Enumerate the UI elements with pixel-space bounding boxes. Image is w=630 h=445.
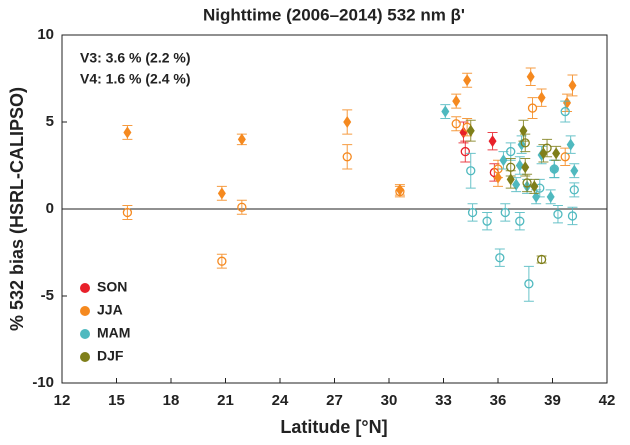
diamond-marker bbox=[550, 162, 559, 175]
diamond-marker bbox=[552, 147, 561, 160]
diamond-marker bbox=[526, 70, 535, 83]
legend-label: JJA bbox=[97, 302, 123, 318]
x-tick-label: 27 bbox=[326, 392, 343, 409]
error-bar bbox=[482, 211, 493, 231]
x-tick-label: 33 bbox=[435, 392, 452, 409]
y-axis-label: % 532 bias (HSRL-CALIPSO) bbox=[7, 87, 27, 331]
diamond-marker bbox=[566, 138, 575, 151]
x-tick-label: 15 bbox=[108, 392, 125, 409]
open-marker bbox=[237, 202, 247, 212]
open-marker bbox=[460, 146, 470, 157]
y-tick-label: 10 bbox=[37, 26, 54, 43]
diamond-marker bbox=[237, 133, 246, 146]
diamond-marker bbox=[395, 183, 404, 196]
y-tick-label: -5 bbox=[41, 287, 54, 304]
open-marker bbox=[524, 279, 534, 289]
diamond-marker bbox=[441, 105, 450, 118]
open-marker bbox=[553, 209, 563, 219]
diamond-marker bbox=[546, 190, 555, 203]
legend-swatch bbox=[80, 283, 90, 293]
open-marker bbox=[560, 106, 570, 117]
error-bar bbox=[514, 211, 525, 231]
open-marker bbox=[522, 178, 532, 188]
open-marker bbox=[122, 207, 133, 218]
annotation: V3: 3.6 % (2.2 %) bbox=[80, 50, 191, 66]
open-marker bbox=[482, 216, 492, 226]
legend-label: MAM bbox=[97, 325, 130, 341]
open-marker bbox=[520, 138, 530, 148]
diamond-marker bbox=[570, 164, 579, 177]
open-marker bbox=[567, 211, 578, 221]
error-bar bbox=[527, 97, 538, 120]
diamond-marker bbox=[123, 126, 132, 139]
x-tick-label: 42 bbox=[599, 392, 616, 409]
legend-label: SON bbox=[97, 279, 127, 295]
x-tick-label: 36 bbox=[490, 392, 507, 409]
error-bar bbox=[465, 152, 476, 189]
error-bar bbox=[552, 205, 563, 224]
diamond-marker bbox=[506, 173, 515, 186]
x-tick-label: 12 bbox=[54, 392, 71, 409]
open-marker bbox=[342, 152, 352, 162]
diamond-marker bbox=[217, 187, 226, 200]
diamond-marker bbox=[537, 91, 546, 104]
diamond-marker bbox=[539, 147, 548, 160]
open-marker bbox=[506, 162, 516, 172]
diamond-marker bbox=[488, 135, 497, 148]
open-marker bbox=[466, 166, 476, 176]
x-tick-label: 39 bbox=[544, 392, 561, 409]
diamond-marker bbox=[519, 124, 528, 137]
annotation: V4: 1.6 % (2.4 %) bbox=[80, 71, 191, 87]
open-marker bbox=[467, 207, 478, 218]
error-bar bbox=[500, 203, 511, 222]
error-bar bbox=[560, 147, 571, 166]
open-marker bbox=[500, 207, 510, 218]
legend-swatch bbox=[80, 329, 90, 339]
diamond-marker bbox=[521, 161, 530, 174]
diamond-marker bbox=[494, 171, 502, 184]
diamond-marker bbox=[530, 180, 539, 193]
error-bar bbox=[522, 173, 533, 193]
y-tick-label: -10 bbox=[32, 374, 54, 391]
open-marker bbox=[217, 256, 227, 266]
diamond-marker bbox=[452, 95, 461, 108]
error-bar bbox=[467, 203, 478, 222]
error-bar bbox=[567, 206, 578, 226]
diamond-marker bbox=[515, 159, 524, 172]
y-tick-label: 5 bbox=[46, 113, 54, 130]
diamond-marker bbox=[568, 79, 577, 92]
open-marker bbox=[451, 119, 461, 129]
x-axis-label: Latitude [°N] bbox=[280, 417, 387, 437]
chart-title: Nighttime (2006–2014) 532 nm β' bbox=[203, 5, 465, 24]
open-marker bbox=[527, 103, 538, 113]
diamond-marker bbox=[463, 74, 472, 87]
open-marker bbox=[515, 216, 525, 226]
x-tick-label: 30 bbox=[381, 392, 398, 409]
open-marker bbox=[536, 254, 547, 265]
y-tick-label: 0 bbox=[46, 200, 54, 217]
legend-label: DJF bbox=[97, 348, 124, 364]
x-tick-label: 24 bbox=[272, 392, 289, 409]
diamond-marker bbox=[499, 154, 508, 167]
diamond-marker bbox=[343, 116, 352, 128]
legend-swatch bbox=[80, 352, 90, 362]
open-marker bbox=[560, 152, 570, 162]
legend-swatch bbox=[80, 306, 90, 316]
open-marker bbox=[569, 185, 579, 195]
x-tick-label: 21 bbox=[217, 392, 234, 409]
diamond-marker bbox=[466, 124, 475, 137]
x-tick-label: 18 bbox=[163, 392, 180, 409]
error-bar bbox=[342, 144, 353, 170]
error-bar bbox=[523, 265, 534, 302]
error-bar bbox=[494, 248, 505, 267]
open-marker bbox=[495, 253, 505, 263]
error-bar bbox=[560, 100, 571, 123]
